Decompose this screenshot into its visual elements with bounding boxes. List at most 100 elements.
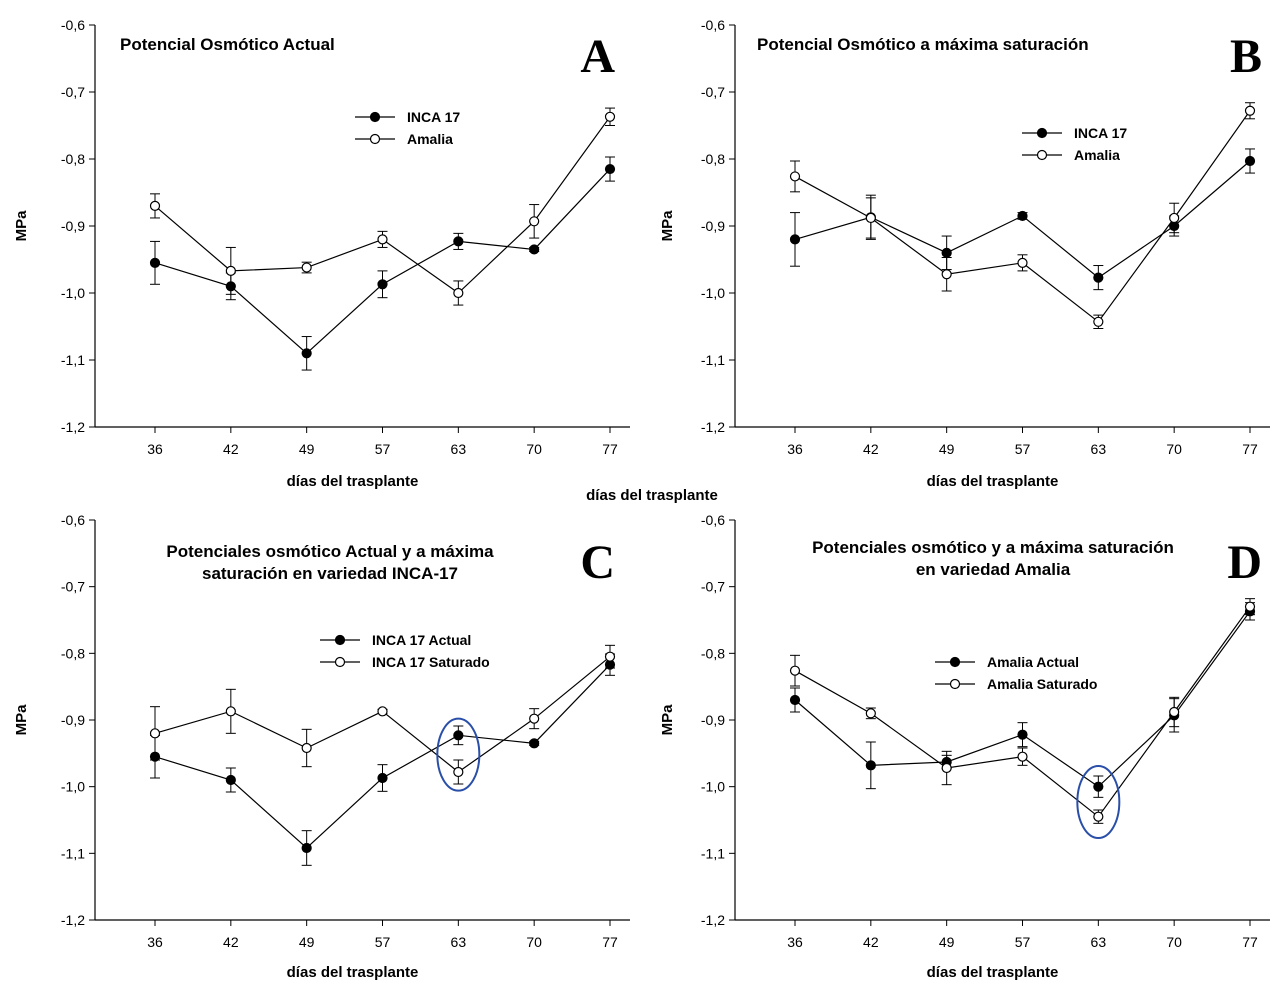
x-tick-label: 63 [451, 441, 467, 457]
data-point [865, 708, 876, 719]
y-tick-label: -0,9 [61, 712, 85, 728]
y-tick-label: -0,6 [701, 17, 725, 33]
data-point [301, 842, 312, 854]
y-tick-label: -1,2 [701, 419, 725, 435]
y-tick-label: -1,0 [61, 285, 85, 301]
x-tick-label: 70 [526, 934, 542, 950]
legend-marker [1036, 127, 1048, 139]
data-point [789, 234, 801, 245]
x-tick-label: 42 [223, 441, 239, 457]
data-point [604, 111, 616, 122]
x-tick-label: 49 [299, 441, 315, 457]
highlight-ellipse [436, 717, 481, 792]
data-point [941, 762, 952, 774]
legend-label: Amalia Saturado [987, 676, 1097, 692]
data-point [1093, 272, 1104, 283]
x-tick-label: 70 [1166, 934, 1182, 950]
legend: Amalia Actual Amalia Saturado [935, 654, 1097, 692]
data-point [865, 760, 876, 771]
legend-marker [369, 111, 381, 123]
x-tick-label: 36 [787, 934, 803, 950]
x-axis-title: días del trasplante [287, 473, 419, 490]
legend-label: INCA 17 Saturado [372, 654, 490, 670]
data-point [301, 742, 312, 754]
x-tick-label: 57 [375, 441, 391, 457]
panel-letter: A [580, 30, 615, 83]
data-point [1244, 601, 1256, 612]
series-line [794, 606, 1251, 818]
x-tick-label: 49 [939, 934, 955, 950]
data-point [377, 279, 388, 290]
y-tick-label: -1,2 [701, 912, 725, 928]
series-inca-17 [149, 156, 616, 371]
data-point [865, 212, 876, 224]
x-tick-label: 57 [375, 934, 391, 950]
data-point [453, 287, 464, 299]
data-point [941, 269, 952, 280]
data-point [1244, 105, 1256, 116]
x-tick-label: 63 [451, 934, 467, 950]
x-tick-label: 77 [602, 934, 618, 950]
shared-x-axis-label: días del trasplante [586, 487, 718, 504]
series-inca-17-saturado [149, 644, 616, 785]
y-tick-label: -1,1 [701, 845, 725, 861]
chart-title: saturación en variedad INCA-17 [202, 564, 458, 583]
y-tick-label: -0,6 [701, 512, 725, 528]
series-line [154, 116, 611, 294]
chart-panel-c: -0,6 -0,7 -0,8 -0,9 -1,0 -1,1 -1,2 36 42 49 57 63 70… [13, 512, 630, 981]
data-point [377, 772, 388, 784]
x-tick-label: 57 [1015, 441, 1031, 457]
y-tick-label: -1,2 [61, 419, 85, 435]
data-point [529, 244, 540, 255]
series-amalia-saturado [789, 598, 1256, 824]
panel-letter: D [1227, 536, 1262, 589]
y-tick-label: -1,1 [61, 845, 85, 861]
data-point [301, 348, 312, 359]
data-point [301, 262, 312, 273]
y-tick-label: -1,0 [701, 285, 725, 301]
data-point [377, 706, 388, 717]
panel-letter: B [1230, 30, 1262, 83]
chart-title: Potencial Osmótico a máxima saturación [757, 35, 1089, 54]
data-point [225, 706, 236, 717]
data-point [1017, 751, 1028, 762]
x-tick-label: 42 [863, 441, 879, 457]
data-point [1093, 316, 1104, 327]
y-tick-label: -0,8 [61, 151, 85, 167]
data-point [149, 257, 161, 268]
y-tick-label: -0,7 [61, 579, 85, 595]
data-point [529, 216, 540, 227]
data-point [1169, 706, 1180, 718]
data-point [941, 247, 952, 258]
data-point [1093, 781, 1104, 792]
legend-label: INCA 17 [407, 109, 460, 125]
data-point [789, 665, 801, 676]
legend-label: Amalia Actual [987, 654, 1079, 670]
x-tick-label: 36 [147, 934, 163, 950]
legend: INCA 17 Amalia [355, 109, 460, 147]
x-axis-title: días del trasplante [927, 473, 1059, 490]
data-point [453, 236, 464, 247]
series-line [154, 168, 611, 355]
y-axis-title: MPa [659, 210, 676, 242]
y-tick-label: -1,1 [61, 352, 85, 368]
legend: INCA 17 Actual INCA 17 Saturado [320, 632, 490, 670]
x-tick-label: 63 [1091, 441, 1107, 457]
x-tick-label: 77 [1242, 441, 1258, 457]
y-tick-label: -0,7 [61, 84, 85, 100]
y-tick-label: -0,6 [61, 17, 85, 33]
x-tick-label: 70 [526, 441, 542, 457]
data-point [604, 651, 616, 662]
data-point [149, 728, 161, 739]
data-point [225, 265, 236, 276]
chart-panels: -0,6 -0,7 -0,8 -0,9 -1,0 -1,1 -1,2 36 42 49 57 63 70… [13, 17, 1270, 981]
chart-title: en variedad Amalia [916, 560, 1071, 579]
data-point [453, 766, 464, 778]
series-amalia [789, 102, 1256, 330]
legend-marker [949, 678, 961, 690]
y-tick-label: -1,1 [701, 352, 725, 368]
x-tick-label: 57 [1015, 934, 1031, 950]
x-tick-label: 70 [1166, 441, 1182, 457]
legend-label: Amalia [407, 131, 453, 147]
